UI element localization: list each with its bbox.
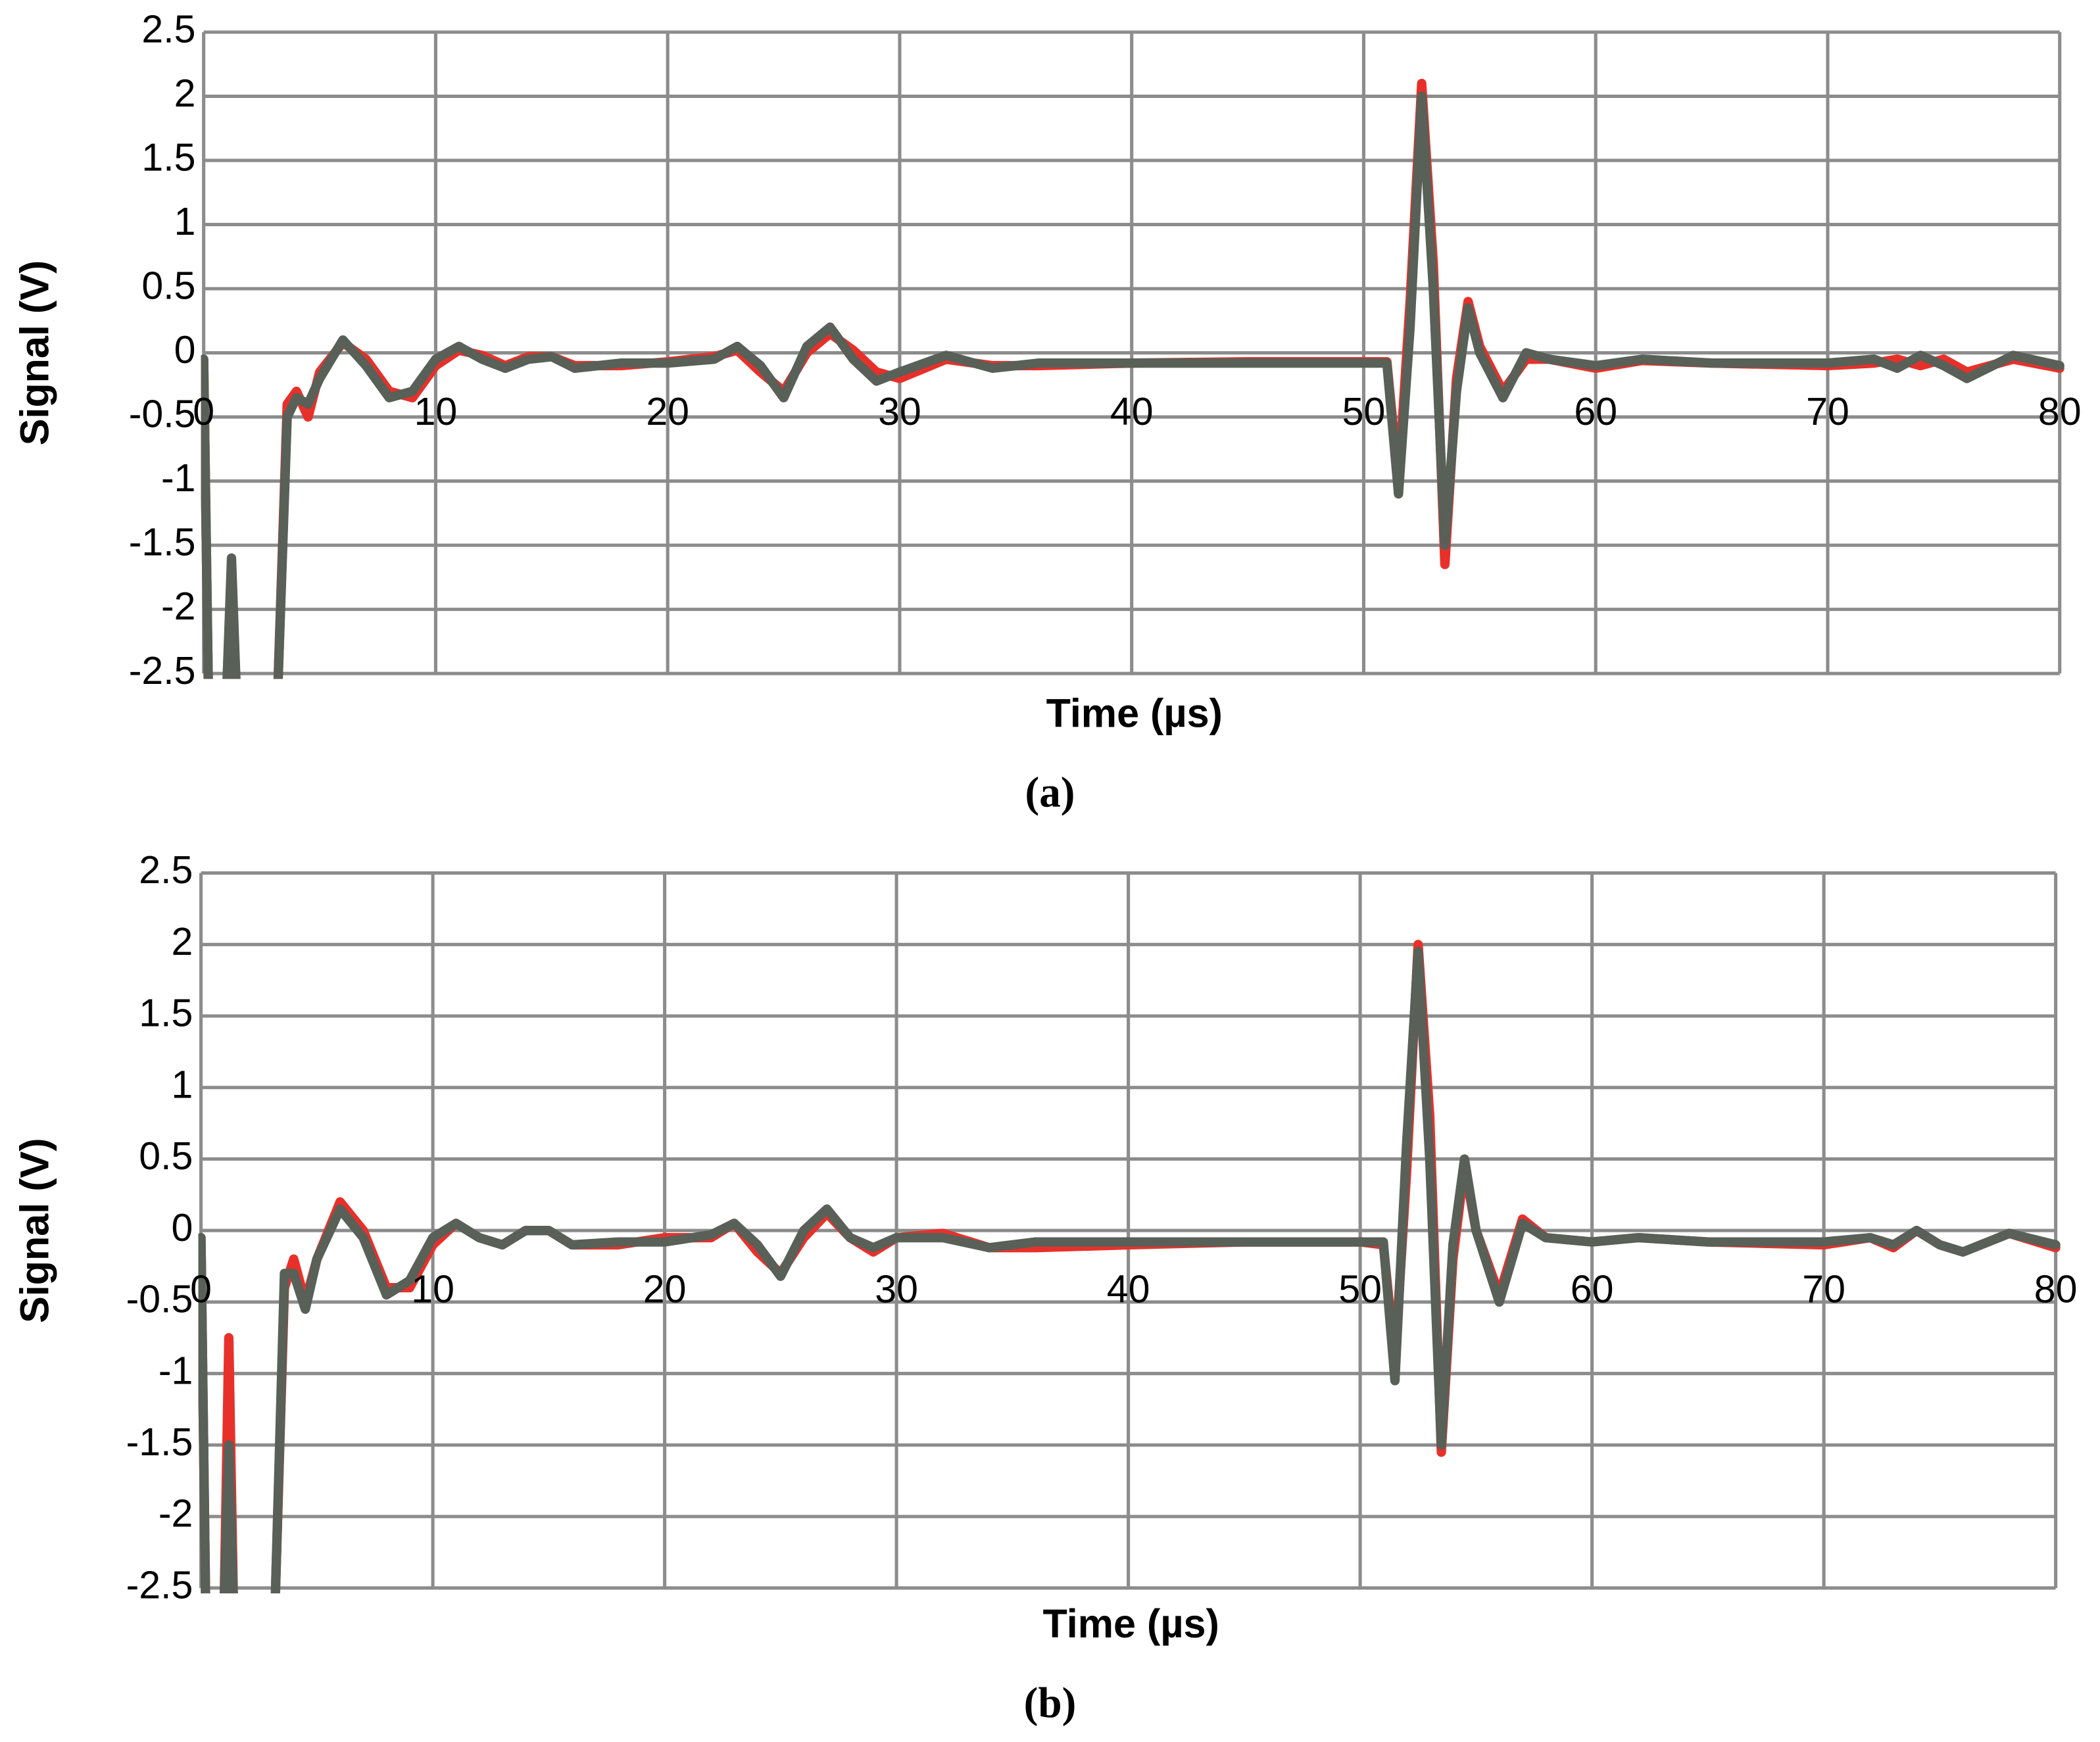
x-tick-label: 0 [193, 390, 214, 433]
panel-label: (a) [1025, 769, 1075, 816]
y-tick-label: 0.5 [141, 264, 195, 308]
y-tick-label: -2.5 [126, 1563, 193, 1607]
y-tick-label: -1 [161, 456, 195, 500]
y-tick-label: -1 [159, 1349, 193, 1392]
x-tick-label: 10 [414, 390, 458, 433]
x-tick-label: 50 [1342, 390, 1386, 433]
y-tick-label: 2 [172, 920, 193, 963]
x-axis-title: Time (µs) [1043, 1601, 1219, 1646]
y-tick-label: 1.5 [141, 136, 195, 180]
x-axis-title: Time (µs) [1046, 690, 1223, 735]
y-tick-label: -0.5 [129, 393, 196, 436]
signal-line [198, 947, 2061, 1593]
y-axis-title: Signal (V) [12, 260, 57, 446]
y-tick-label: 0.5 [139, 1134, 193, 1178]
x-tick-label: 20 [643, 1267, 687, 1311]
y-tick-label: -0.5 [126, 1278, 193, 1321]
chart: 2.521.510.50-0.5-1-1.5-2-2.50 10 20 30 40 50 6… [12, 7, 2081, 816]
y-tick-label: 0 [174, 328, 196, 372]
y-tick-label: 2.5 [141, 7, 195, 51]
y-tick-label: 1.5 [139, 992, 193, 1035]
x-tick-label: 40 [1110, 390, 1154, 433]
chart: 2.521.510.50-0.5-1-1.5-2-2.50 10 20 30 40 50 6… [12, 848, 2077, 1727]
y-tick-label: -2 [161, 585, 195, 628]
x-tick-label: 40 [1107, 1267, 1150, 1311]
x-tick-label: 10 [411, 1267, 454, 1311]
panel-label: (b) [1024, 1680, 1077, 1727]
x-tick-label: 50 [1338, 1267, 1382, 1311]
y-tick-label: -2 [159, 1492, 193, 1536]
x-tick-label: 20 [646, 390, 689, 433]
x-tick-label: 60 [1574, 390, 1617, 433]
x-tick-label: 80 [2038, 390, 2082, 433]
x-tick-label: 0 [190, 1267, 212, 1311]
signal-line [201, 91, 2064, 679]
x-tick-label: 80 [2034, 1267, 2078, 1311]
y-tick-label: 2.5 [139, 848, 193, 892]
y-tick-label: -2.5 [129, 649, 196, 692]
x-tick-label: 70 [1802, 1267, 1845, 1311]
x-tick-label: 30 [875, 1267, 918, 1311]
y-tick-label: -1.5 [126, 1420, 193, 1464]
y-tick-label: 2 [174, 72, 196, 115]
y-axis-title: Signal (V) [12, 1138, 57, 1323]
x-tick-label: 70 [1806, 390, 1849, 433]
y-tick-label: 0 [172, 1206, 193, 1249]
y-tick-label: 1 [172, 1063, 193, 1106]
x-tick-label: 30 [878, 390, 921, 433]
y-tick-label: 1 [174, 200, 196, 243]
x-tick-label: 60 [1571, 1267, 1614, 1311]
y-tick-label: -1.5 [129, 521, 196, 564]
